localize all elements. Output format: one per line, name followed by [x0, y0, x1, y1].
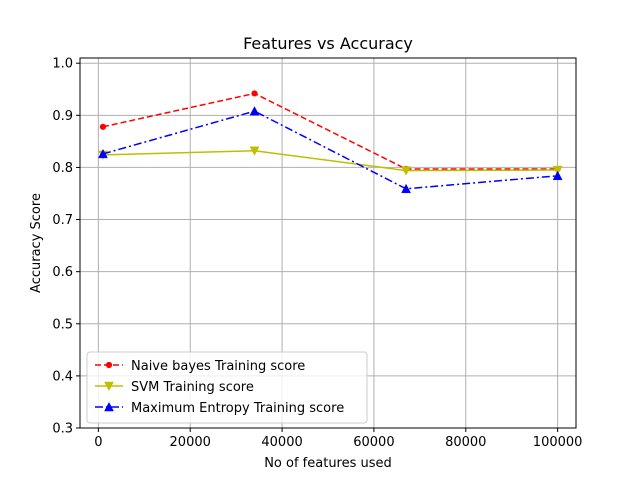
ticks: 0 20000 40000 60000 80000 100000 0.3 0.4 0.5 0.6 0… — [52, 57, 582, 450]
y-tick-label: 0.6 — [52, 265, 73, 280]
y-tick-label: 1.0 — [52, 57, 73, 72]
y-tick-label: 0.7 — [52, 213, 73, 228]
legend-label: Naive bayes Training score — [131, 359, 305, 374]
y-tick-label: 0.3 — [52, 422, 73, 437]
series-1 — [98, 146, 563, 176]
data-point — [401, 183, 411, 194]
plot-frame — [79, 57, 577, 429]
x-tick-label: 40000 — [261, 435, 302, 450]
data-point — [98, 148, 108, 159]
series-2 — [98, 106, 563, 194]
series-line — [102, 150, 558, 172]
x-tick-label: 20000 — [170, 435, 211, 450]
x-axis-label: No of features used — [264, 456, 392, 471]
y-axis-label: Accuracy Score — [29, 193, 44, 293]
series-0 — [99, 90, 561, 173]
legend-label: SVM Training score — [131, 380, 254, 395]
legend-marker — [105, 361, 113, 369]
series-layer — [98, 90, 563, 194]
y-tick-label: 0.8 — [52, 161, 73, 176]
data-point — [99, 123, 107, 130]
legend-marker — [104, 401, 114, 412]
y-tick-label: 0.4 — [52, 369, 73, 384]
legend: Naive bayes Training score SVM Training s… — [86, 351, 368, 424]
x-tick-label: 0 — [94, 435, 102, 450]
legend-box — [86, 351, 368, 424]
chart-title: Features vs Accuracy — [243, 34, 413, 53]
data-point — [552, 165, 563, 176]
grid — [80, 58, 576, 429]
data-point — [249, 146, 260, 156]
data-point — [401, 166, 411, 176]
x-tick-label: 80000 — [445, 435, 486, 450]
y-tick-label: 0.9 — [52, 109, 73, 124]
legend-marker — [104, 381, 114, 392]
data-point — [552, 170, 563, 181]
x-tick-label: 60000 — [353, 435, 394, 450]
series-line — [102, 92, 558, 170]
y-tick-label: 0.5 — [52, 317, 73, 332]
series-line — [102, 110, 558, 190]
legend-label: Maximum Entropy Training score — [131, 401, 344, 416]
data-point — [251, 90, 258, 97]
data-point — [249, 106, 260, 116]
x-tick-label: 100000 — [533, 435, 583, 450]
